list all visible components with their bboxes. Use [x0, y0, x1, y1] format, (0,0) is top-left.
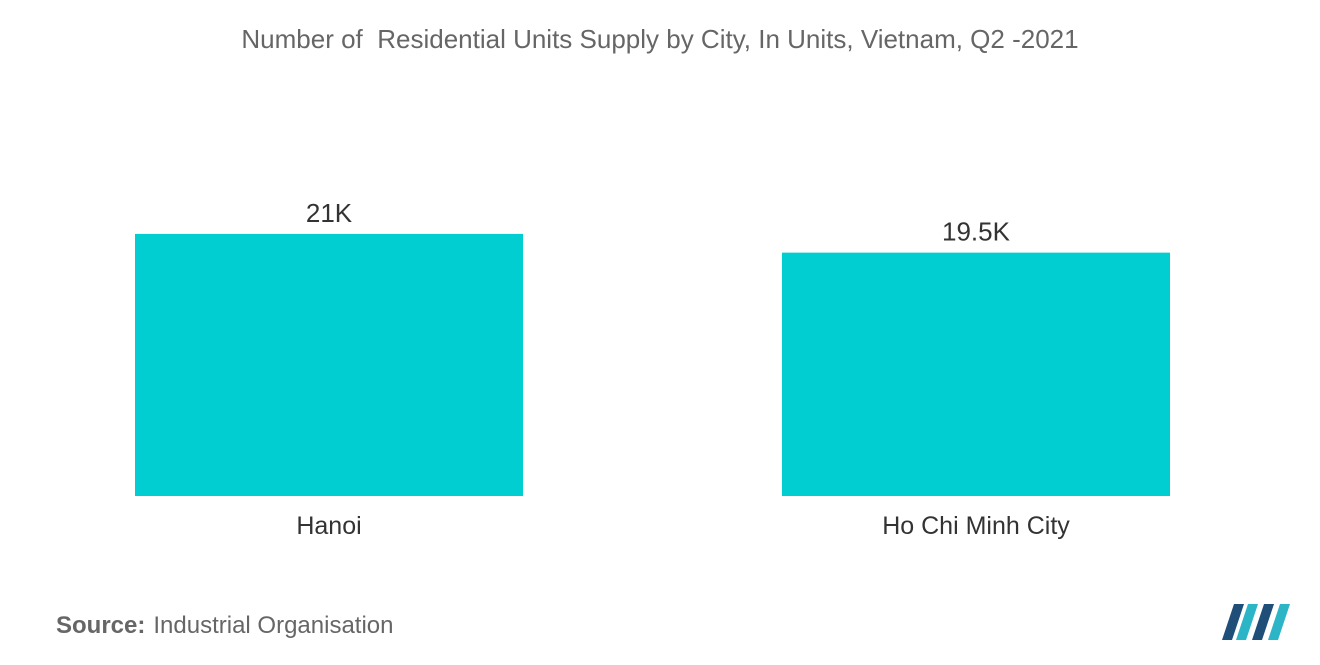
- category-label: Hanoi: [296, 512, 361, 540]
- logo-stroke-2: [1236, 604, 1258, 640]
- bar-hanoi: [135, 233, 523, 497]
- chart-title: Number of Residential Units Supply by Ci…: [241, 24, 1079, 54]
- bar-ho-chi-minh-city: [782, 252, 1170, 496]
- source-value: Industrial Organisation: [153, 612, 394, 639]
- company-logo-icon: [1222, 604, 1290, 640]
- logo-stroke-1: [1222, 604, 1244, 640]
- source-label: Source:: [56, 612, 146, 639]
- data-label: 21K: [306, 198, 353, 228]
- logo-stroke-3: [1252, 604, 1274, 640]
- source-note: Source: Industrial Organisation: [56, 612, 394, 640]
- category-label: Ho Chi Minh City: [882, 512, 1070, 540]
- logo-stroke-4: [1268, 604, 1290, 640]
- data-label: 19.5K: [942, 217, 1011, 247]
